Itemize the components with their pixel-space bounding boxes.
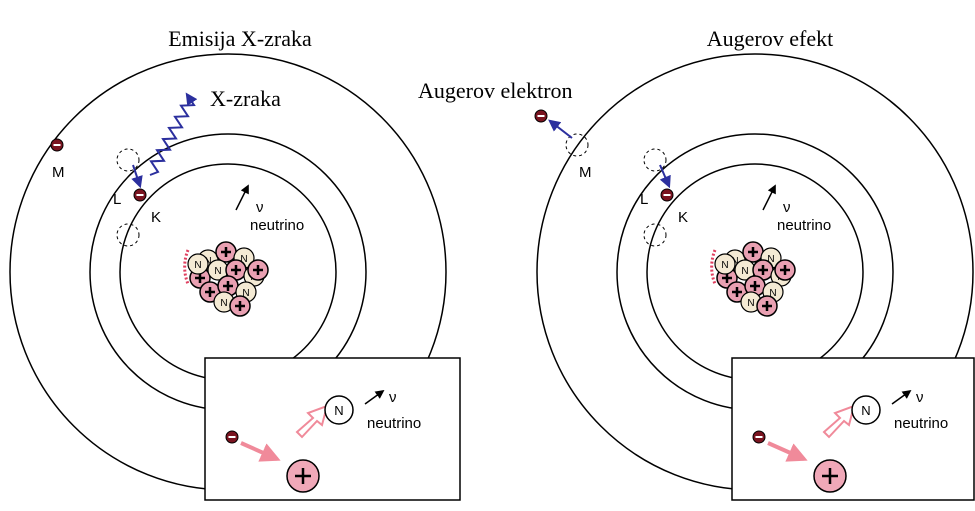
neutrino-arrow xyxy=(236,186,248,210)
neutrino-label: neutrino xyxy=(250,217,304,234)
recoil-glow xyxy=(712,250,715,284)
shell-K: K xyxy=(151,209,161,226)
vacancy xyxy=(644,149,666,171)
nucleon-label: N xyxy=(741,266,748,277)
nucleon-label: N xyxy=(721,260,728,271)
nucleon-label: N xyxy=(220,298,227,309)
neutrino-label: neutrino xyxy=(367,415,421,432)
vacancy xyxy=(117,149,139,171)
neutrino-symbol: ν xyxy=(783,199,791,216)
shell-M: M xyxy=(52,164,65,181)
panel-title: Emisija X-zraka xyxy=(168,26,312,51)
recoil-glow xyxy=(185,250,188,284)
panel-title: Augerov efekt xyxy=(707,26,833,51)
nucleon-label: N xyxy=(861,403,870,418)
annotation: X-zraka xyxy=(210,86,281,111)
shell-K: K xyxy=(678,209,688,226)
diagram: Emisija X-zrakaNNNNNNNνneutrinoMLKX-zrak… xyxy=(0,0,975,511)
inset-box xyxy=(205,358,460,500)
neutrino-arrow xyxy=(763,186,775,210)
neutrino-symbol: ν xyxy=(256,199,264,216)
nucleon-label: N xyxy=(747,298,754,309)
nucleon-label: N xyxy=(214,266,221,277)
annotation: Augerov elektron xyxy=(418,78,573,103)
x-ray-photon xyxy=(150,95,194,176)
shell-L: L xyxy=(640,191,648,208)
auger-arrow xyxy=(550,121,572,138)
neutrino-label: neutrino xyxy=(894,415,948,432)
shell-L: L xyxy=(113,191,121,208)
nucleon-label: N xyxy=(194,260,201,271)
neutrino-symbol: ν xyxy=(389,389,397,406)
neutrino-label: neutrino xyxy=(777,217,831,234)
shell-M: M xyxy=(579,164,592,181)
neutrino-symbol: ν xyxy=(916,389,924,406)
vacancy xyxy=(117,224,139,246)
vacancy xyxy=(644,224,666,246)
nucleon-label: N xyxy=(334,403,343,418)
